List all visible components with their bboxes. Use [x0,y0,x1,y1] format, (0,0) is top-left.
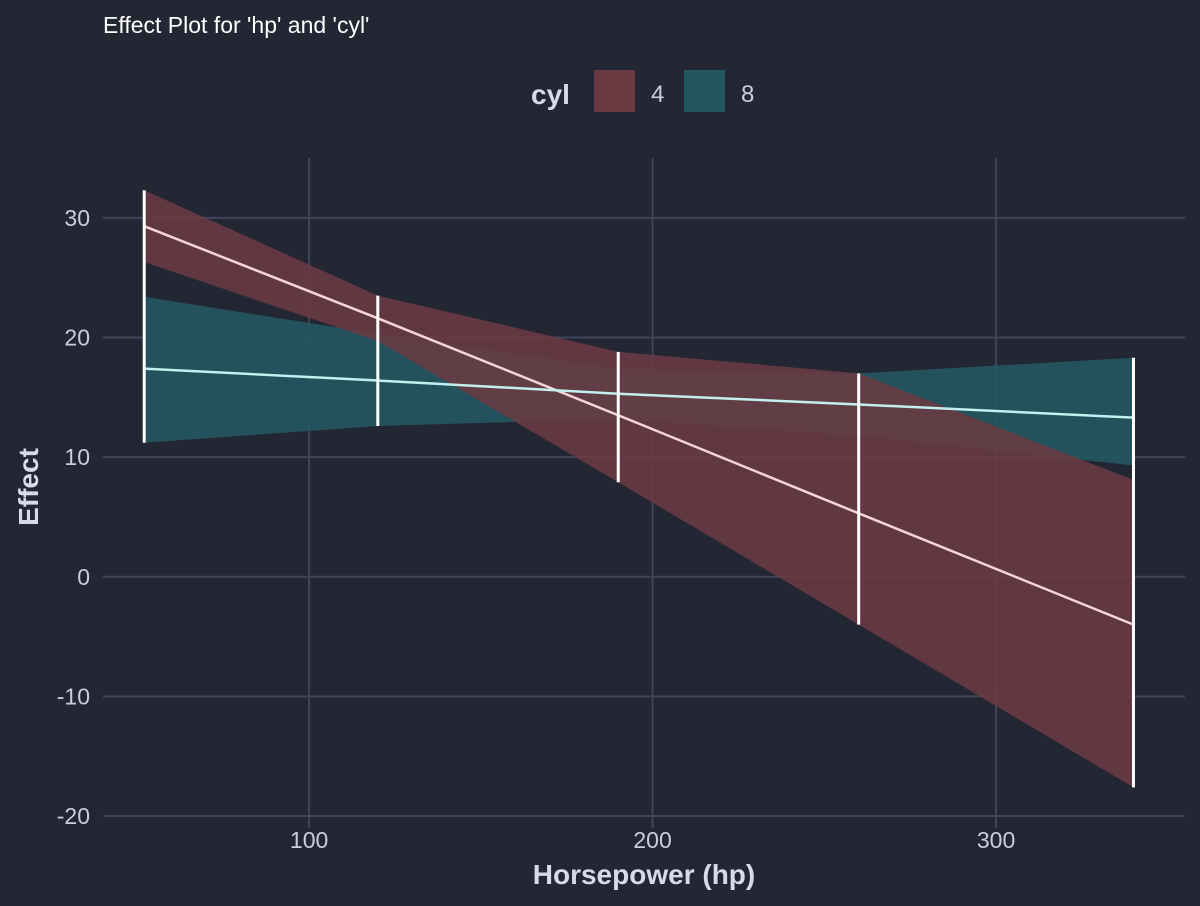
legend-swatch-cyl-4 [594,70,635,112]
error-bars [142,190,1135,788]
y-tick-label: -20 [57,803,90,829]
y-tick-label: 30 [64,205,90,231]
grid [103,158,1185,828]
legend-title: cyl [531,79,570,110]
x-tick-label: 300 [977,827,1015,853]
y-tick-label: 10 [64,444,90,470]
x-axis-title: Horsepower (hp) [533,859,755,890]
chart-title: Effect Plot for 'hp' and 'cyl' [103,12,369,38]
y-tick-label: 20 [64,324,90,350]
y-tick-label: -10 [57,683,90,709]
legend-label-cyl-8: 8 [741,81,754,108]
legend-swatch-cyl-8 [684,70,725,112]
x-tick-label: 100 [290,827,328,853]
y-axis-title: Effect [13,448,44,526]
y-tick-label: 0 [77,564,90,590]
confidence-band-cyl-4 [144,190,1134,788]
tick-labels: 100 200 300 -20 -10 0 10 20 30 [57,205,1016,853]
legend-label-cyl-4: 4 [651,81,664,108]
x-tick-label: 200 [633,827,671,853]
legend: cyl 4 8 [531,70,754,112]
confidence-bands [144,190,1134,788]
